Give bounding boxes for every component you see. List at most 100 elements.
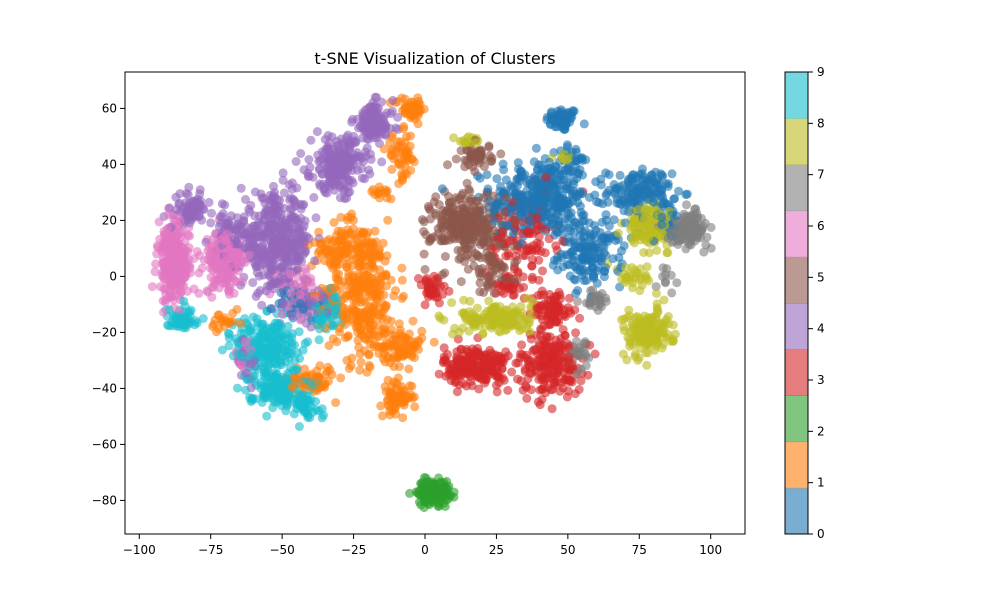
scatter-point-label-0 <box>615 170 625 180</box>
chart-title: t-SNE Visualization of Clusters <box>314 49 555 68</box>
scatter-point-label-7 <box>588 285 598 295</box>
scatter-point-label-2 <box>405 488 415 498</box>
scatter-point-label-9 <box>314 335 324 345</box>
scatter-point-label-7 <box>575 343 585 352</box>
scatter-point-label-6 <box>295 289 305 299</box>
scatter-point-label-6 <box>232 260 242 270</box>
scatter-point-label-6 <box>154 217 164 227</box>
scatter-point-label-3 <box>547 404 557 414</box>
scatter-point-label-1 <box>336 212 346 222</box>
scatter-point-label-7 <box>699 247 709 257</box>
scatter-point-label-4 <box>372 92 381 102</box>
scatter-point-label-9 <box>281 341 291 351</box>
scatter-point-label-3 <box>499 289 509 298</box>
scatter-point-label-7 <box>662 264 672 274</box>
scatter-point-label-7 <box>573 296 582 306</box>
scatter-point-label-7 <box>681 244 691 254</box>
scatter-point-label-4 <box>303 311 313 321</box>
scatter-point-label-4 <box>240 243 250 253</box>
scatter-point-label-5 <box>434 200 444 210</box>
scatter-point-label-4 <box>387 106 397 116</box>
scatter-point-label-1 <box>322 236 332 246</box>
scatter-point-label-5 <box>483 213 493 223</box>
scatter-point-label-1 <box>383 215 393 225</box>
scatter-point-label-4 <box>284 180 294 190</box>
scatter-point-label-4 <box>391 123 401 133</box>
scatter-point-label-4 <box>287 311 297 321</box>
scatter-point-label-6 <box>228 273 238 283</box>
scatter-point-label-4 <box>368 103 378 112</box>
scatter-point-label-0 <box>599 272 609 282</box>
scatter-point-label-4 <box>246 200 256 210</box>
scatter-point-label-3 <box>535 356 544 366</box>
scatter-point-label-1 <box>320 256 330 266</box>
scatter-point-label-0 <box>575 242 585 252</box>
scatter-point-label-9 <box>248 394 258 404</box>
scatter-point-label-1 <box>397 263 407 273</box>
scatter-point-label-4 <box>312 127 322 137</box>
scatter-point-label-4 <box>296 149 306 158</box>
scatter-point-label-6 <box>163 277 173 287</box>
scatter-point-label-3 <box>544 234 554 244</box>
scatter-point-label-4 <box>233 232 243 242</box>
scatter-point-label-7 <box>679 209 689 219</box>
scatter-point-label-4 <box>246 242 256 252</box>
scatter-point-label-3 <box>571 328 581 338</box>
scatter-point-label-5 <box>453 245 463 255</box>
scatter-point-label-8 <box>448 329 458 339</box>
scatter-point-label-9 <box>243 375 253 385</box>
scatter-point-label-1 <box>313 385 323 395</box>
scatter-point-label-4 <box>311 213 321 223</box>
scatter-point-label-0 <box>674 186 684 196</box>
scatter-point-label-0 <box>592 197 602 207</box>
scatter-point-label-3 <box>549 301 559 310</box>
scatter-point-label-0 <box>590 221 599 230</box>
scatter-point-label-9 <box>217 345 227 355</box>
scatter-point-label-0 <box>503 221 513 231</box>
scatter-point-label-1 <box>370 226 380 236</box>
scatter-point-label-4 <box>269 194 279 204</box>
scatter-point-label-4 <box>309 193 319 202</box>
scatter-point-label-5 <box>420 265 430 274</box>
scatter-point-label-0 <box>608 254 618 264</box>
scatter-point-label-1 <box>391 286 400 295</box>
scatter-point-label-9 <box>257 397 267 407</box>
scatter-point-label-8 <box>619 322 629 332</box>
scatter-point-label-8 <box>449 133 459 143</box>
scatter-point-label-0 <box>437 184 447 194</box>
scatter-point-label-9 <box>261 389 271 399</box>
scatter-point-label-5 <box>495 241 505 251</box>
scatter-point-label-1 <box>342 262 352 272</box>
scatter-point-label-3 <box>439 356 449 366</box>
scatter-point-label-7 <box>672 278 682 288</box>
scatter-point-label-1 <box>373 320 383 330</box>
scatter-point-label-3 <box>575 313 585 323</box>
scatter-point-label-4 <box>301 246 311 256</box>
scatter-point-label-9 <box>186 305 196 315</box>
scatter-point-label-0 <box>601 210 611 220</box>
scatter-point-label-1 <box>409 337 419 347</box>
scatter-point-label-3 <box>576 376 586 386</box>
scatter-point-label-1 <box>354 342 364 352</box>
scatter-point-label-4 <box>305 162 315 172</box>
scatter-point-label-1 <box>367 262 377 272</box>
scatter-point-label-0 <box>571 275 580 285</box>
scatter-point-label-5 <box>510 217 520 227</box>
scatter-point-label-0 <box>626 181 636 191</box>
scatter-point-label-4 <box>318 293 328 303</box>
scatter-point-label-3 <box>434 369 444 379</box>
scatter-point-label-4 <box>165 203 174 213</box>
scatter-point-label-0 <box>589 271 599 281</box>
scatter-point-label-7 <box>689 211 699 221</box>
scatter-point-label-1 <box>394 319 404 329</box>
scatter-point-label-3 <box>501 347 511 357</box>
scatter-point-label-8 <box>630 273 640 283</box>
scatter-point-label-3 <box>558 383 568 393</box>
scatter-point-label-1 <box>353 320 363 330</box>
scatter-point-label-8 <box>461 314 471 324</box>
scatter-point-label-5 <box>490 259 500 269</box>
scatter-point-label-8 <box>633 355 643 365</box>
scatter-point-label-0 <box>555 109 565 119</box>
scatter-point-label-1 <box>397 275 407 285</box>
